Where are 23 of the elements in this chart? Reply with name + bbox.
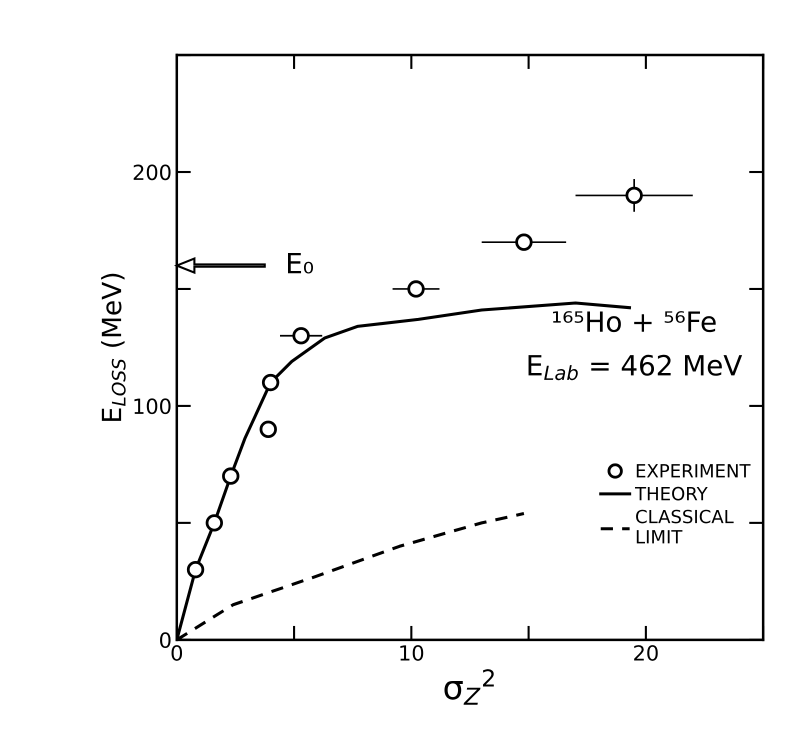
legend-label: EXPERIMENT xyxy=(636,464,751,478)
y-axis-title: E$_{LOSS}$ (MeV) xyxy=(101,274,126,421)
x-axis-title: σ$_{Z}$$^{2}$ xyxy=(444,669,494,705)
x-tick-label: 20 xyxy=(634,645,658,661)
point xyxy=(407,280,425,298)
point xyxy=(262,374,280,392)
x-tick-label: 0 xyxy=(172,645,182,661)
legend-label: THEORY xyxy=(634,486,708,500)
point xyxy=(186,560,204,578)
y-tick-label: 100 xyxy=(134,398,171,414)
annotation: E$_{Lab}$ = 462 MeV xyxy=(528,354,742,380)
annotation: ¹⁶⁵Ho + ⁵⁶Fe xyxy=(552,311,716,332)
x-tick-label: 10 xyxy=(400,645,424,661)
annotation: E₀ xyxy=(288,252,313,274)
legend-label: CLASSICAL LIMIT xyxy=(636,510,734,544)
y-tick-label: 200 xyxy=(134,164,171,180)
point xyxy=(292,327,310,344)
point xyxy=(260,420,277,438)
point xyxy=(222,467,240,485)
y-tick-label: 0 xyxy=(160,632,171,648)
point xyxy=(206,514,223,532)
point xyxy=(515,234,533,251)
point xyxy=(625,186,643,204)
